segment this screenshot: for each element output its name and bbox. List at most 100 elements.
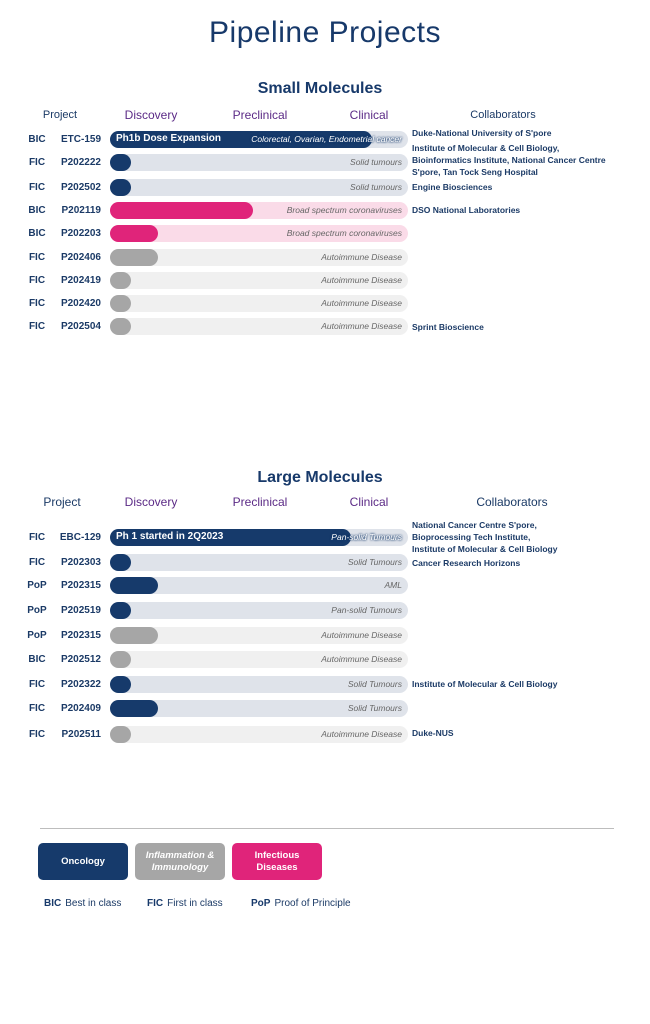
progress-fill	[110, 554, 131, 571]
indication: Broad spectrum coronaviruses	[286, 228, 402, 238]
progress-fill	[110, 225, 158, 242]
collaborators: Duke-NUS	[412, 728, 454, 738]
progress-fill	[110, 154, 131, 171]
progress-track: Colorectal, Ovarian, Endometrial cancer P…	[110, 131, 408, 148]
progress-track: Solid Tumours	[110, 554, 408, 571]
project-code: P202119	[61, 205, 102, 216]
project-class: FIC	[28, 703, 46, 714]
project-class: BIC	[28, 205, 46, 216]
abbr-fic: FIC First in class	[147, 898, 223, 909]
progress-fill	[110, 726, 131, 743]
indication: Autoimmune Disease	[321, 321, 402, 331]
progress-fill	[110, 179, 131, 196]
project-code: P202303	[60, 557, 101, 568]
progress-track: Autoimmune Disease	[110, 651, 408, 668]
header-collaborators: Collaborators	[470, 109, 536, 121]
progress-track: Pan-solid Tumours Ph 1 started in 2Q2023	[110, 529, 408, 546]
progress-fill	[110, 676, 131, 693]
project-row: FIC P202322 Solid Tumours	[0, 676, 650, 694]
project-class: FIC	[28, 532, 46, 543]
legend-infectious: Infectious Diseases	[232, 843, 322, 880]
progress-fill	[110, 700, 158, 717]
project-code: P202504	[60, 321, 101, 332]
project-code: P202519	[60, 605, 101, 616]
project-code: P202420	[60, 298, 101, 309]
header-clinical: Clinical	[349, 495, 389, 509]
indication: Autoimmune Disease	[321, 298, 402, 308]
collaborators: DSO National Laboratories	[412, 205, 521, 215]
indication: Pan-solid Tumours	[331, 532, 402, 542]
progress-track: Autoimmune Disease	[110, 726, 408, 743]
project-class: PoP	[27, 580, 47, 591]
progress-track: Solid Tumours	[110, 676, 408, 693]
abbr-text: Proof of Principle	[274, 898, 351, 909]
project-class: PoP	[27, 630, 47, 641]
project-row: FIC P202419 Autoimmune Disease	[0, 272, 650, 290]
project-class: FIC	[28, 679, 46, 690]
indication: Solid tumours	[350, 157, 402, 167]
project-class: FIC	[28, 557, 46, 568]
indication: Autoimmune Disease	[321, 275, 402, 285]
project-class: FIC	[28, 275, 46, 286]
project-code: P202512	[60, 654, 101, 665]
header-preclinical: Preclinical	[232, 495, 288, 509]
project-row: PoP P202315 AML	[0, 577, 650, 595]
project-row: FIC P202222 Solid tumours	[0, 154, 650, 172]
project-row: FIC P202502 Solid tumours	[0, 179, 650, 197]
collaborators: Institute of Molecular & Cell Biology, B…	[412, 143, 606, 177]
abbr-label: FIC	[147, 898, 164, 909]
project-code: EBC-129	[59, 532, 101, 543]
collaborators: National Cancer Centre S'pore, Bioproces…	[412, 520, 558, 554]
collaborators: Cancer Research Horizons	[412, 558, 521, 568]
abbr-label: BIC	[44, 898, 62, 909]
project-code: P202511	[61, 729, 102, 740]
project-code: P202315	[60, 630, 101, 641]
project-class: FIC	[28, 729, 46, 740]
divider	[40, 828, 614, 829]
progress-fill: Ph1b Dose Expansion	[110, 131, 373, 148]
project-row: BIC P202512 Autoimmune Disease	[0, 651, 650, 669]
project-code: P202409	[60, 703, 101, 714]
collaborators: Sprint Bioscience	[412, 322, 484, 332]
progress-track: AML	[110, 577, 408, 594]
project-class: FIC	[28, 252, 46, 263]
indication: Solid Tumours	[347, 703, 402, 713]
page-title: Pipeline Projects	[209, 16, 441, 49]
project-code: P202322	[60, 679, 101, 690]
project-class: FIC	[28, 182, 46, 193]
indication: Solid Tumours	[347, 557, 402, 567]
header-project: Project	[43, 495, 81, 509]
project-row: BIC ETC-159 Colorectal, Ovarian, Endometri…	[0, 131, 650, 149]
indication: Autoimmune Disease	[321, 252, 402, 262]
progress-fill	[110, 318, 131, 335]
project-class: FIC	[28, 321, 46, 332]
progress-fill	[110, 627, 158, 644]
project-row: PoP P202315 Autoimmune Disease	[0, 627, 650, 645]
project-class: BIC	[28, 228, 46, 239]
progress-track: Broad spectrum coronaviruses	[110, 202, 408, 219]
header-clinical: Clinical	[349, 108, 389, 122]
indication: Broad spectrum coronaviruses	[286, 205, 402, 215]
project-code: P202419	[60, 275, 101, 286]
collaborators: Institute of Molecular & Cell Biology	[412, 679, 558, 689]
project-code: P202502	[60, 182, 101, 193]
progress-fill	[110, 249, 158, 266]
project-code: P202222	[60, 157, 101, 168]
abbr-text: First in class	[167, 898, 223, 909]
progress-track: Broad spectrum coronaviruses	[110, 225, 408, 242]
abbr-label: PoP	[251, 898, 271, 909]
phase-label: Ph 1 started in 2Q2023	[116, 531, 224, 542]
progress-fill	[110, 651, 131, 668]
abbr-bic: BIC Best in class	[44, 898, 121, 909]
indication: Solid Tumours	[347, 679, 402, 689]
project-class: FIC	[28, 157, 46, 168]
progress-fill	[110, 602, 131, 619]
progress-track: Pan-solid Tumours	[110, 602, 408, 619]
small-molecules-title: Small Molecules	[257, 80, 383, 97]
project-code: ETC-159	[60, 134, 101, 145]
indication: Autoimmune Disease	[321, 630, 402, 640]
project-row: BIC P202119 Broad spectrum coronaviruses	[0, 202, 650, 220]
project-class: PoP	[27, 605, 47, 616]
progress-fill: Ph 1 started in 2Q2023	[110, 529, 352, 546]
